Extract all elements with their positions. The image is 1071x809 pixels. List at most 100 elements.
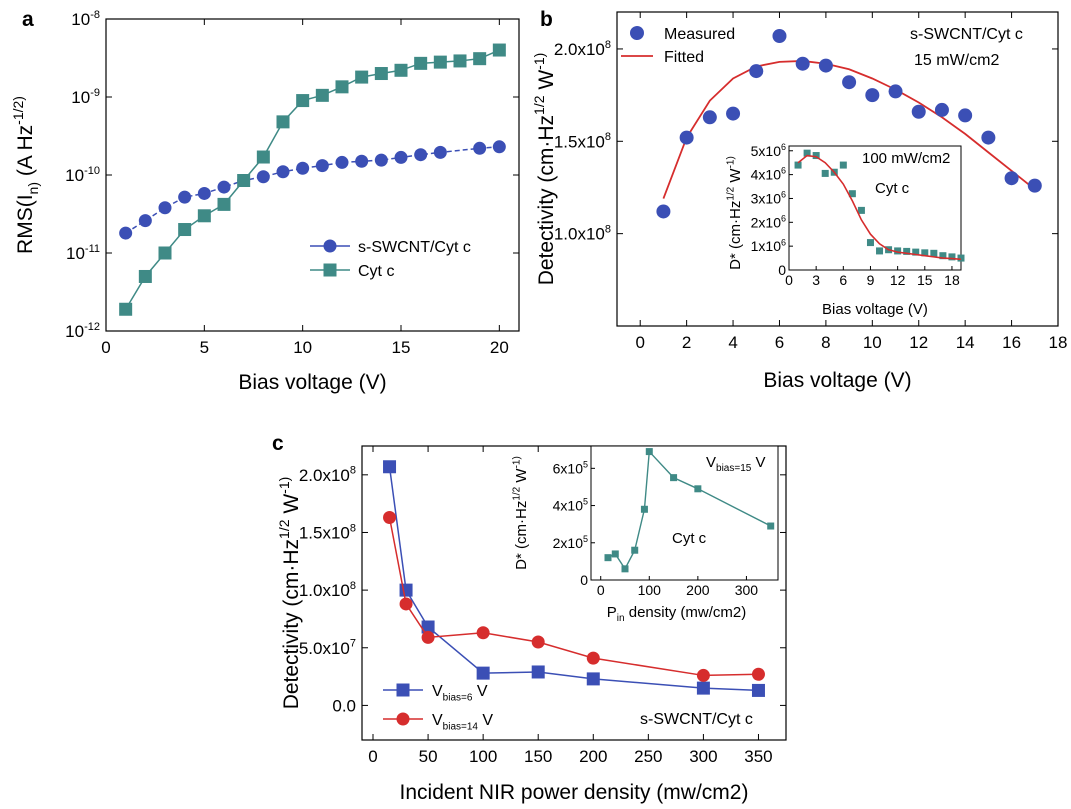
data-point [702, 110, 717, 125]
x-tick-label: 300 [689, 747, 717, 766]
inset-y-tick-label: 0 [580, 572, 588, 588]
legend-marker [323, 239, 337, 253]
inset-x-tick-label: 100 [638, 582, 662, 598]
inset-y-axis-title: D* (cm·Hz1/2​ W-1)​ [512, 456, 530, 570]
inset-data-point [631, 546, 639, 554]
x-tick-label: 18 [1049, 333, 1068, 352]
data-point [374, 67, 388, 81]
x-tick-label: 0 [368, 747, 377, 766]
y-tick-label: 2.0x108​ [554, 39, 611, 59]
data-point [335, 80, 349, 94]
y-tick-label: 1.5x108​ [299, 522, 356, 542]
data-point [1027, 178, 1042, 193]
inset-x-tick-label: 0 [597, 582, 605, 598]
series-line [388, 517, 759, 677]
data-point [383, 510, 397, 524]
y-tick-label: 10-12​ [65, 321, 100, 341]
legend-entry: Fitted [664, 49, 704, 66]
inset-data-point [921, 249, 929, 257]
data-point [383, 460, 397, 474]
inset-annotation: Vbias=15​ V [706, 454, 766, 474]
x-tick-label: 350 [744, 747, 772, 766]
data-point [1004, 171, 1019, 186]
legend-entry: Vbias=6​ V [432, 683, 488, 703]
inset-y-axis-title: D* (cm·Hz1/2​ W-1)​ [726, 156, 744, 270]
plot-frame [361, 445, 787, 741]
inset-data-point [645, 448, 653, 456]
inset-data-point [848, 190, 856, 198]
data-point [772, 29, 787, 44]
data-point [119, 302, 133, 316]
data-point [656, 204, 671, 219]
inset-x-axis-title: Pin​ density (mw/cm2) [607, 604, 747, 624]
inset-x-tick-label: 200 [686, 582, 710, 598]
x-tick-label: 2 [682, 333, 691, 352]
data-point [696, 681, 710, 695]
legend-marker [630, 26, 644, 40]
inset-frame [590, 445, 779, 581]
panel-a-label: a [22, 8, 34, 31]
x-axis-title: Bias voltage (V) [238, 371, 386, 394]
chart-panel-c: 0 50 100 150 200 250 300 350 0.0 5.0x107​ 1.0x108​… [276, 445, 787, 804]
data-point [217, 197, 231, 211]
inset-data-point [611, 550, 619, 558]
inset-data-point [821, 169, 829, 177]
x-tick-label: 12 [909, 333, 928, 352]
y-tick-label: 1.0x108​ [554, 224, 611, 244]
inset-y-tick-label: 2x105​ [553, 534, 588, 551]
inset-x-axis-title: Bias voltage (V) [822, 301, 928, 318]
y-tick-label: 10-11​ [66, 243, 100, 263]
inset-data-point [939, 252, 947, 260]
inset-y-tick-label: 4x105​ [553, 497, 588, 514]
inset-x-tick-label: 0 [785, 272, 793, 288]
data-point [476, 626, 490, 640]
x-tick-label: 250 [634, 747, 662, 766]
series-line [125, 146, 500, 234]
data-point [315, 159, 329, 173]
data-point [958, 108, 973, 123]
data-point [119, 226, 133, 240]
inset-annotation: Cyt c [672, 530, 707, 547]
data-point [158, 246, 172, 260]
data-point [531, 635, 545, 649]
panel-b-label: b [540, 8, 553, 31]
data-point [414, 148, 428, 162]
data-point [399, 583, 413, 597]
legend-entry: Vbias=14​ V [432, 712, 493, 732]
data-point [296, 94, 310, 108]
inset-data-point [912, 248, 920, 256]
inset-data-point [866, 239, 874, 247]
inset-y-tick-label: 4x106​ [751, 166, 786, 183]
legend-marker [396, 683, 410, 697]
data-point [256, 150, 270, 164]
data-point [197, 186, 211, 200]
inset-x-tick-label: 6 [839, 272, 847, 288]
data-point [158, 201, 172, 215]
inset-data-point [640, 505, 648, 513]
inset-data-point [803, 149, 811, 157]
x-tick-label: 16 [1002, 333, 1021, 352]
inset-x-tick-label: 300 [735, 582, 759, 598]
x-tick-label: 10 [863, 333, 882, 352]
x-tick-label: 150 [524, 747, 552, 766]
data-point [197, 209, 211, 223]
inset-y-tick-label: 3x106​ [751, 190, 786, 207]
data-point [414, 56, 428, 70]
data-point [531, 665, 545, 679]
data-point [276, 115, 290, 129]
y-axis-title: Detectivity (cm·Hz1/2​ W-1)​ [276, 477, 303, 710]
x-tick-label: 10 [293, 338, 312, 357]
y-axis-title: RMS(In)​ (A Hz-1/2)​ [10, 96, 41, 254]
x-tick-label: 0 [635, 333, 644, 352]
x-tick-label: 5 [200, 338, 209, 357]
data-point [335, 155, 349, 169]
y-tick-label: 0.0 [332, 696, 356, 715]
chart-panel-a: 0 5 10 15 20 10-12​ 10-11​ 10-10​ 10-9​ 10-8​ Bias… [10, 9, 520, 394]
chart-panel-b: 0 2 4 6 8 10 12 14 16 18 1.0x108​ 1.5x108​ 2.0x108​ B… [531, 11, 1068, 392]
inset-x-tick-label: 18 [944, 272, 960, 288]
y-tick-label: 10-8​ [71, 9, 100, 29]
x-tick-label: 14 [956, 333, 975, 352]
legend-entry: Measured [664, 26, 735, 43]
data-point [394, 63, 408, 77]
y-tick-label: 10-10​ [65, 165, 100, 185]
